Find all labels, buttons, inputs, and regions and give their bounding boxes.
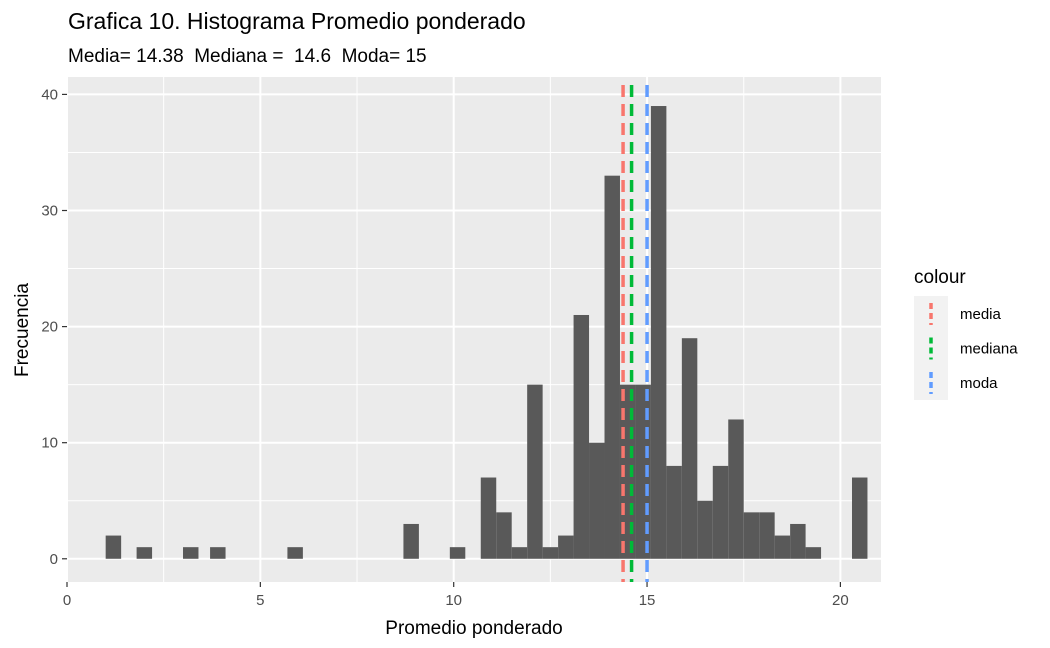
histogram-bar bbox=[511, 547, 528, 559]
histogram-bar bbox=[105, 535, 122, 559]
legend-label-moda: moda bbox=[960, 375, 998, 392]
histogram-bars bbox=[105, 106, 868, 559]
histogram-bar bbox=[449, 547, 466, 559]
histogram-bar bbox=[136, 547, 153, 559]
x-tick-label: 10 bbox=[445, 592, 462, 609]
histogram-bar bbox=[542, 547, 559, 559]
histogram-bar bbox=[287, 547, 303, 559]
plot-panel bbox=[67, 77, 881, 582]
y-tick-label: 40 bbox=[41, 86, 58, 103]
reference-lines bbox=[621, 85, 649, 582]
histogram-bar bbox=[573, 314, 590, 559]
legend-label-media: media bbox=[960, 306, 1002, 323]
x-tick-label: 15 bbox=[639, 592, 656, 609]
y-axis: 0 10 20 30 40 bbox=[41, 86, 67, 568]
histogram-bar bbox=[527, 384, 543, 559]
y-tick-label: 20 bbox=[41, 319, 58, 336]
chart-title: Grafica 10. Histograma Promedio ponderad… bbox=[68, 8, 526, 34]
histogram-bar bbox=[697, 500, 713, 559]
legend-label-mediana: mediana bbox=[960, 341, 1018, 358]
chart-subtitle: Media= 14.38 Mediana = 14.6 Moda= 15 bbox=[68, 46, 427, 67]
y-tick-label: 10 bbox=[41, 435, 58, 452]
histogram-bar bbox=[403, 523, 419, 559]
legend-title: colour bbox=[914, 267, 966, 288]
x-tick-label: 20 bbox=[832, 592, 849, 609]
histogram-bar bbox=[681, 338, 698, 559]
histogram-bar bbox=[743, 512, 760, 559]
histogram-bar bbox=[712, 465, 729, 559]
histogram-bar bbox=[210, 547, 226, 559]
histogram-bar bbox=[480, 477, 497, 559]
histogram-bar bbox=[759, 512, 775, 559]
x-axis-title: Promedio ponderado bbox=[385, 618, 562, 639]
y-tick-label: 30 bbox=[41, 203, 58, 220]
histogram-bar bbox=[604, 175, 620, 559]
y-axis-title: Frecuencia bbox=[12, 283, 33, 377]
histogram-bar bbox=[183, 547, 199, 559]
histogram-bar bbox=[774, 535, 791, 559]
legend: colour media mediana moda bbox=[914, 267, 1018, 400]
histogram-bar bbox=[589, 442, 605, 559]
histogram-bar bbox=[728, 419, 744, 559]
x-tick-label: 0 bbox=[63, 592, 71, 609]
y-tick-label: 0 bbox=[50, 551, 58, 568]
histogram-bar bbox=[666, 465, 682, 559]
x-axis: 0 5 10 15 20 bbox=[63, 582, 849, 609]
histogram-bar bbox=[650, 106, 667, 559]
histogram-bar bbox=[790, 523, 806, 559]
histogram-bar bbox=[496, 512, 512, 559]
x-tick-label: 5 bbox=[256, 592, 264, 609]
histogram-bar bbox=[805, 547, 822, 559]
histogram-bar bbox=[851, 477, 868, 559]
histogram-bar bbox=[558, 535, 574, 559]
